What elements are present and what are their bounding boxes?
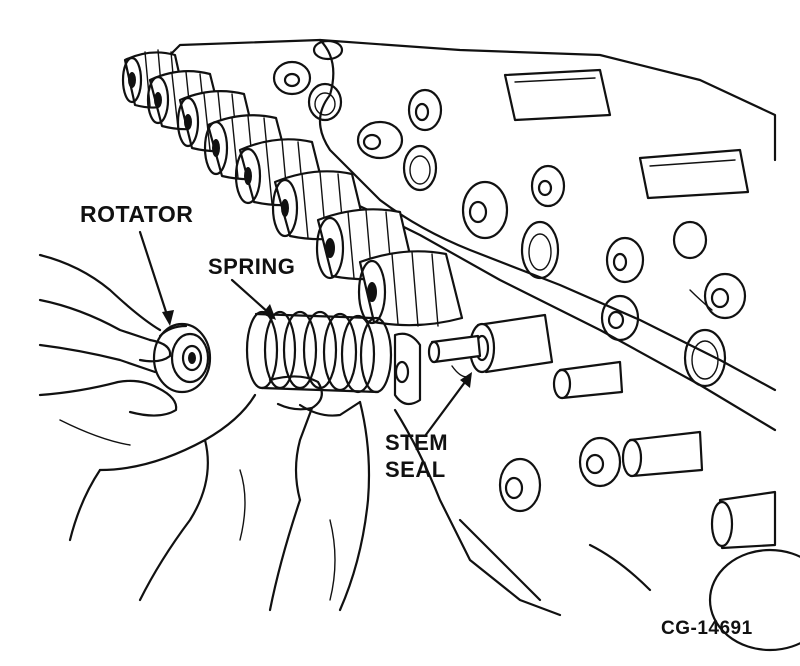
leader-lines [138, 230, 472, 438]
stem-seal-arrowhead [460, 372, 472, 388]
stem-seal-leader-line [423, 376, 470, 438]
spring-label: SPRING [208, 254, 296, 279]
technician-hands [38, 253, 371, 612]
stem-label: STEM [385, 430, 449, 455]
figure-code: CG-14691 [661, 618, 753, 639]
rotator-leader-line [138, 230, 170, 320]
spring-leader-line [230, 278, 272, 316]
seal-label: SEAL [385, 457, 446, 482]
installed-valve-springs [121, 49, 464, 327]
valve-stem-with-seal [393, 313, 554, 406]
loose-valve-spring [245, 310, 393, 394]
valve-rotator [152, 322, 212, 394]
rotator-label: ROTATOR [80, 201, 194, 227]
spring-arrowhead [262, 304, 276, 320]
rotator-arrowhead [162, 310, 174, 326]
